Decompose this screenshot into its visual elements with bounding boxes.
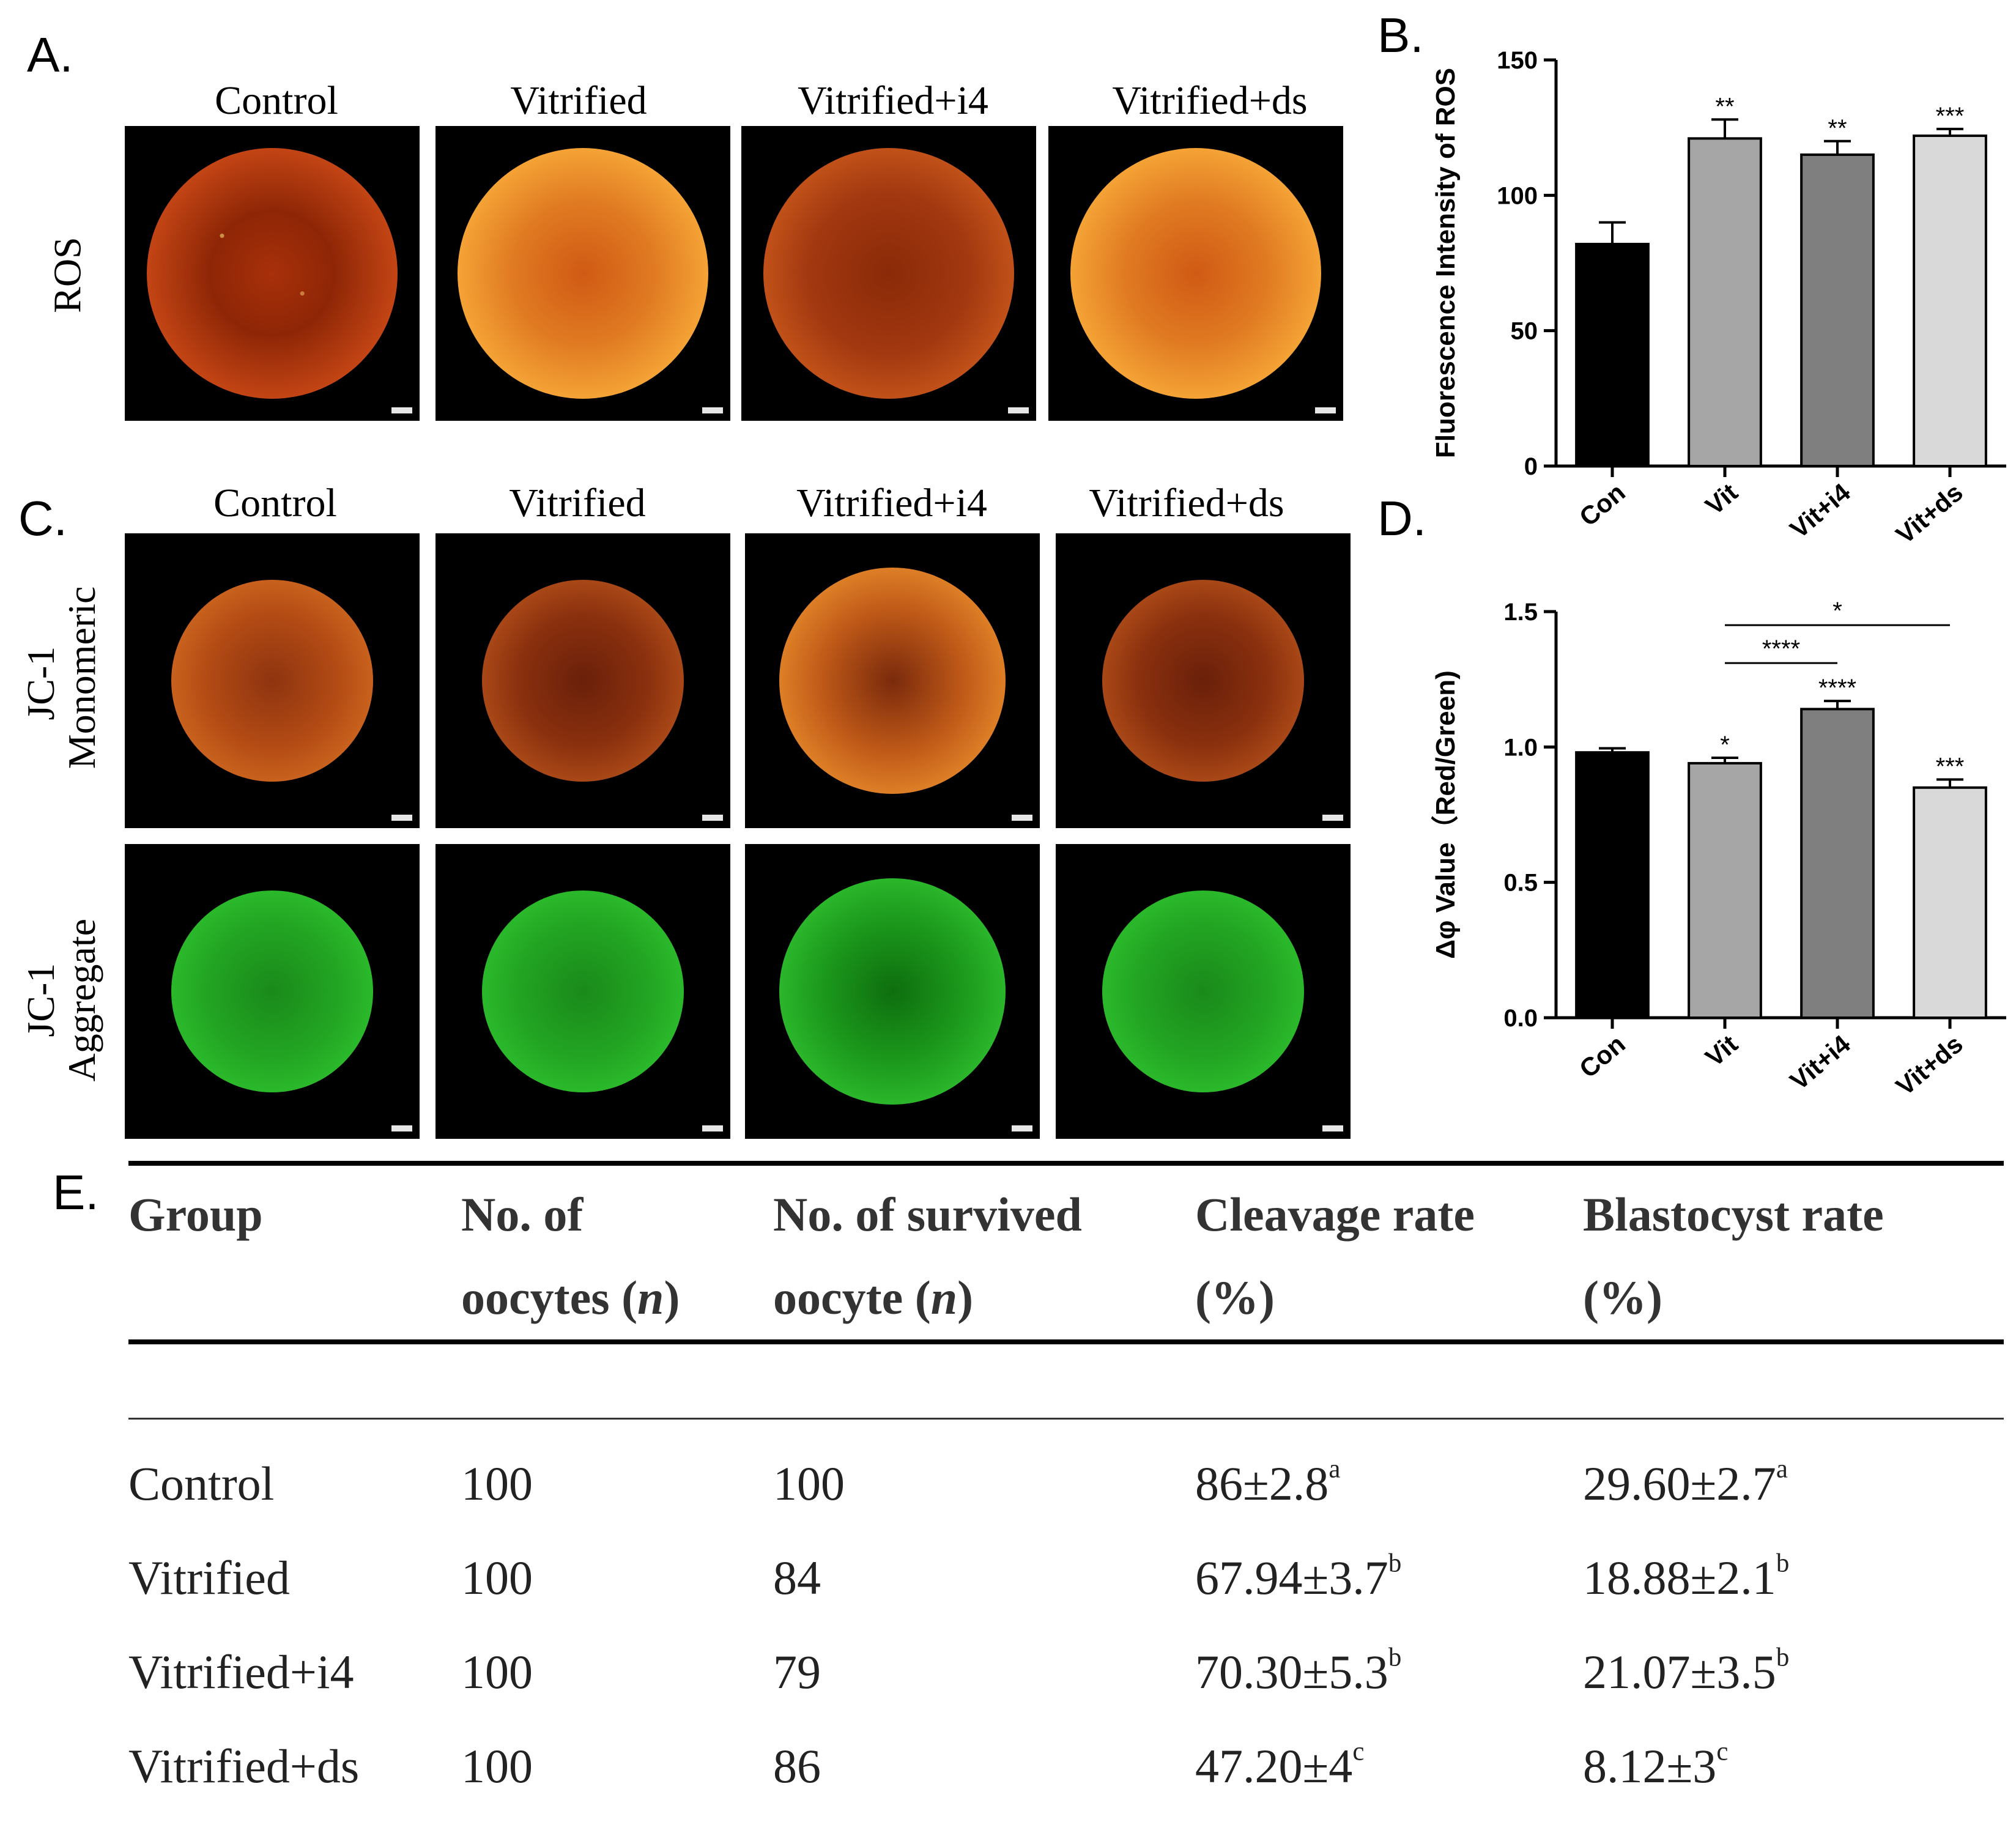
cell-survived: 79 [773,1645,821,1698]
ros-row-label: ROS [45,237,89,313]
header-cleavage: Cleavage rate (%) [1195,1188,1475,1324]
bar [1800,708,1875,1019]
panel-c-title-vitrified-ds: Vitrified+ds [1089,481,1284,525]
bar [1688,761,1762,1019]
significance-label: ** [1715,93,1734,120]
cell-group: Vitrified+ds [128,1739,360,1793]
jc1-aggregate-micrograph-control [125,844,420,1139]
table-row: Vitrified 100 84 67.94±3.7b 18.88±2.1b [128,1531,2004,1625]
cell-cleavage: 70.30±5.3b [1195,1643,1402,1698]
header-oocytes: No. of oocytes (n) [461,1188,680,1324]
header-blastocyst: Blastocyst rate (%) [1583,1188,1884,1324]
y-tick-label: 100 [1497,182,1538,209]
ros-micrograph-vitrified [435,126,730,421]
table-row: Control 100 100 86±2.8a 29.60±2.7a [128,1419,2004,1531]
cell-oocytes: 100 [461,1645,533,1698]
table-row: Vitrified+i4 100 79 70.30±5.3b 21.07±3.5… [128,1625,2004,1719]
y-tick-label: 0 [1524,453,1538,480]
header-survived: No. of survived oocyte (n) [773,1188,1082,1324]
table-header-row: Group No. of oocytes (n) No. of survived o… [128,1163,2004,1342]
x-tick-label: Vit [1700,1029,1743,1072]
y-tick-label: 1.0 [1503,734,1538,761]
panel-c-title-vitrified: Vitrified [509,481,646,525]
cell-group: Vitrified [128,1551,290,1604]
bar [1913,134,1987,468]
cell-blastocyst: 29.60±2.7a [1583,1454,1788,1510]
significance-label: ** [1828,115,1847,142]
significance-label: *** [1936,103,1965,130]
panel-label-c: C. [18,491,67,546]
cell-oocytes: 100 [461,1739,533,1793]
panel-a-title-vitrified: Vitrified [510,78,647,123]
jc1-monomeric-row-label: JC-1 Monomeric [18,586,103,769]
panel-a-title-control: Control [215,78,338,123]
panel-a-title-vitrified-ds: Vitrified+ds [1112,78,1308,123]
table-row: Vitrified+ds 100 86 47.20±4c 8.12±3c [128,1719,2004,1822]
bar [1800,153,1875,468]
y-axis-label: Fluorescence Intensity of ROS [1431,68,1461,458]
bar [1913,786,1987,1019]
x-tick-label: Con [1574,478,1631,531]
cell-blastocyst: 21.07±3.5b [1583,1643,1790,1698]
cell-cleavage: 47.20±4c [1195,1737,1365,1793]
panel-label-d: D. [1377,491,1426,546]
jc1-aggregate-micrograph-vitrified-ds [1056,844,1351,1139]
x-tick-label: Con [1574,1029,1631,1083]
y-tick-label: 0.5 [1503,870,1538,897]
panel-c-title-control: Control [213,481,337,525]
ros-micrograph-vitrified-i4 [741,126,1036,421]
significance-label: *** [1936,753,1965,780]
panel-b-bar-chart: 0 50 100 150 Fluorescence Intensity of ROS Co… [1431,47,2006,549]
cell-blastocyst: 18.88±2.1b [1583,1549,1790,1604]
cell-group: Control [128,1457,275,1510]
panel-a-title-vitrified-i4: Vitrified+i4 [798,78,988,123]
jc1-monomeric-micrograph-vitrified [435,533,730,828]
bar [1575,751,1650,1019]
cell-blastocyst: 8.12±3c [1583,1737,1729,1793]
panel-label-e: E. [53,1165,99,1220]
jc1-monomeric-micrograph-vitrified-ds [1056,533,1351,828]
jc1-aggregate-row-label: JC-1 Aggregate [18,918,103,1082]
cell-survived: 86 [773,1739,821,1793]
x-tick-label: Vit+i4 [1784,1029,1856,1095]
significance-label: * [1720,731,1730,758]
cell-cleavage: 67.94±3.7b [1195,1549,1402,1604]
panel-label-b: B. [1377,8,1424,62]
x-tick-label: Vit [1700,478,1743,520]
header-group: Group [128,1188,263,1241]
comparison-label: * [1833,598,1842,624]
panel-label-a: A. [27,28,73,82]
cell-group: Vitrified+i4 [128,1645,354,1698]
y-tick-label: 150 [1497,47,1538,74]
bar [1688,137,1762,467]
jc1-aggregate-micrograph-vitrified [435,844,730,1139]
jc1-monomeric-micrograph-vitrified-i4 [745,533,1040,828]
significance-label: **** [1818,675,1856,702]
y-tick-label: 0.0 [1503,1005,1538,1032]
cell-survived: 84 [773,1551,821,1604]
y-tick-label: 50 [1511,318,1538,345]
y-tick-label: 1.5 [1503,599,1538,626]
bar [1575,243,1650,467]
cell-survived: 100 [773,1457,845,1510]
cell-oocytes: 100 [461,1551,533,1604]
results-table: Group No. of oocytes (n) No. of survived o… [128,1161,2004,1822]
x-tick-label: Vit+ds [1891,478,1968,549]
panel-c-title-vitrified-i4: Vitrified+i4 [796,481,987,525]
comparison-label: **** [1762,635,1800,662]
jc1-monomeric-micrograph-control [125,533,420,828]
cell-cleavage: 86±2.8a [1195,1454,1341,1510]
y-axis-label: Δφ Value（Red/Green) [1431,670,1461,958]
x-tick-label: Vit+ds [1891,1029,1968,1101]
ros-micrograph-vitrified-ds [1048,126,1343,421]
x-tick-label: Vit+i4 [1784,477,1856,544]
panel-d-bar-chart: 0.00.51.01.5Δφ Value（Red/Green)Con*Vit**… [1431,598,2006,1101]
ros-micrograph-control [125,126,420,421]
jc1-aggregate-micrograph-vitrified-i4 [745,844,1040,1139]
cell-oocytes: 100 [461,1457,533,1510]
